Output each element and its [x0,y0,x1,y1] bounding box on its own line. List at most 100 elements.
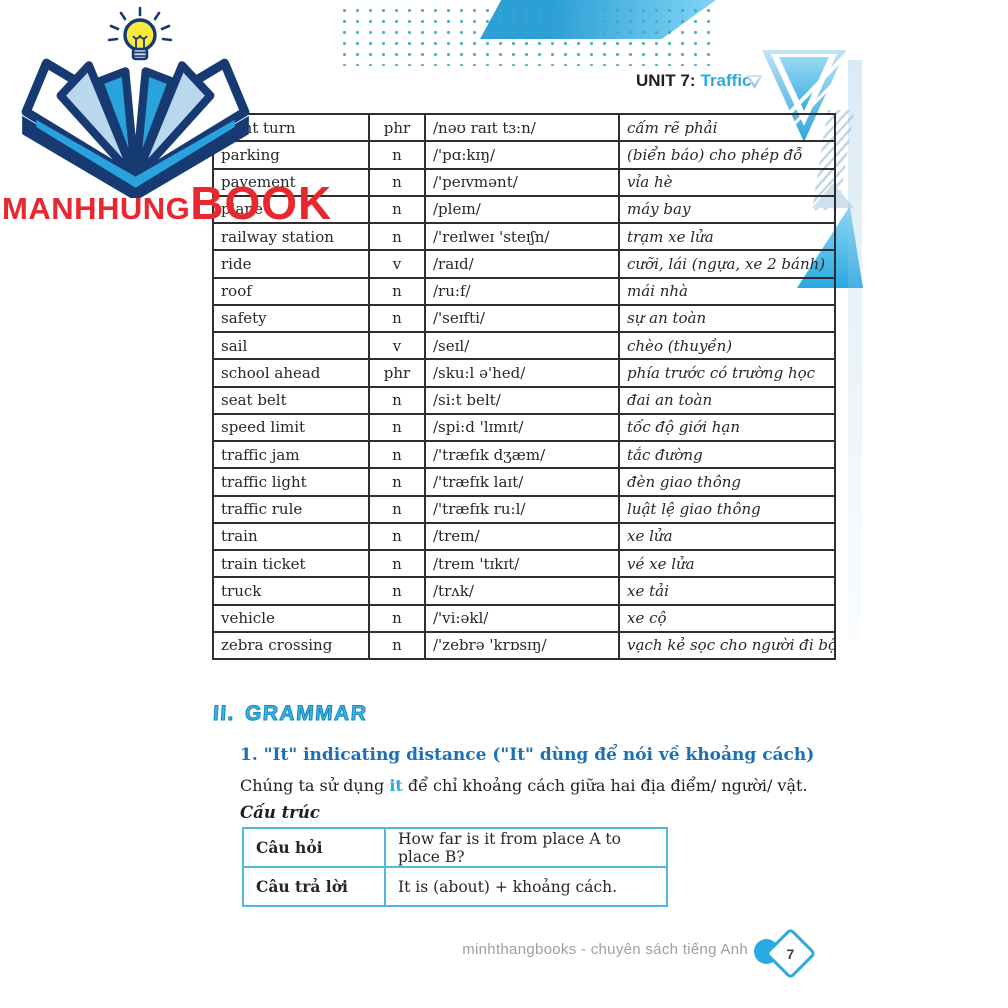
vocab-phonetic: /trʌk/ [424,576,620,606]
vocab-word: traffic rule [212,494,370,524]
vocab-phonetic: /'seɪfti/ [424,303,620,334]
vocab-phonetic: /treɪn 'tɪkɪt/ [424,548,620,579]
vocab-word: sail [212,330,370,361]
grammar-body-suffix: để chỉ khoảng cách giữa hai địa điểm/ ng… [402,776,808,795]
vocab-phonetic: /'træfɪk ru:l/ [424,494,620,524]
page-number-badge: 7 [764,927,817,980]
vocab-word: train [212,521,370,552]
vocab-row: parking n /'pɑ:kɪŋ/ (biển báo) cho phép … [212,140,836,170]
vocab-row: safety n /'seɪfti/ sự an toàn [212,303,836,334]
vocab-part-of-speech: n [368,467,426,497]
structure-table-body: Câu hỏi How far is it from place A to pl… [242,827,668,907]
vocab-row: speed limit n /spi:d 'lɪmɪt/ tốc độ giới… [212,412,836,443]
vocab-row: vehicle n /'vi:əkl/ xe cộ [212,603,836,633]
vocab-word: plane [212,194,370,225]
vocab-word: zebra crossing [212,630,370,661]
vocab-phonetic: /'reɪlweɪ 'steɪʃn/ [424,221,620,252]
vocab-phonetic: /pleɪn/ [424,194,620,225]
grammar-section-heading: II. GRAMMAR [212,702,369,726]
vocab-part-of-speech: n [368,385,426,415]
vocab-meaning: máy bay [618,194,836,225]
vocab-row: train ticket n /treɪn 'tɪkɪt/ vé xe lửa [212,548,836,579]
vocab-meaning: đèn giao thông [618,467,836,497]
vocab-phonetic: /'træfɪk laɪt/ [424,467,620,497]
structure-row: Câu trả lời It is (about) + khoảng cách. [242,866,668,907]
vocab-meaning: cấm rẽ phải [618,112,836,143]
vocab-meaning: xe tải [618,576,836,606]
unit-triangle-icon-inner [750,77,759,84]
vocab-row: truck n /trʌk/ xe tải [212,576,836,606]
vocab-table-body: right turn phr /nəʊ raɪt tɜ:n/ cấm rẽ ph… [212,112,836,661]
vocab-word: parking [212,140,370,170]
vocab-word: truck [212,576,370,606]
vocab-row: train n /treɪn/ xe lửa [212,521,836,552]
vocab-word: roof [212,276,370,306]
vocab-phonetic: /si:t belt/ [424,385,620,415]
grammar-body-text: Chúng ta sử dụng it để chỉ khoảng cách g… [240,776,808,795]
vocab-part-of-speech: n [368,412,426,443]
vocab-meaning: trạm xe lửa [618,221,836,252]
grammar-section-title: GRAMMAR [244,702,369,726]
vocab-meaning: luật lệ giao thông [618,494,836,524]
vocab-row: school ahead phr /sku:l ə'hed/ phía trướ… [212,358,836,388]
grammar-body-prefix: Chúng ta sử dụng [240,776,390,795]
vocab-part-of-speech: n [368,303,426,334]
vocab-word: train ticket [212,548,370,579]
vocab-phonetic: /'vi:əkl/ [424,603,620,633]
vocab-meaning: chèo (thuyền) [618,330,836,361]
vocab-part-of-speech: phr [368,358,426,388]
vocab-phonetic: /'zebrə 'krɒsɪŋ/ [424,630,620,661]
vocab-row: sail v /seɪl/ chèo (thuyền) [212,330,836,361]
vocab-row: zebra crossing n /'zebrə 'krɒsɪŋ/ vạch k… [212,630,836,661]
vocab-row: right turn phr /nəʊ raɪt tɜ:n/ cấm rẽ ph… [212,112,836,143]
vocab-phonetic: /raɪd/ [424,249,620,279]
unit-label: UNIT 7: [636,71,696,90]
vocab-part-of-speech: n [368,439,426,470]
page-edge-shading [848,60,862,640]
grammar-section-number: II. [212,702,237,726]
vocab-phonetic: /sku:l ə'hed/ [424,358,620,388]
vocab-row: seat belt n /si:t belt/ đai an toàn [212,385,836,415]
vocab-meaning: tốc độ giới hạn [618,412,836,443]
brand-name-part1: MANHHUNG [2,191,191,226]
structure-row-label: Câu trả lời [242,866,386,907]
vocab-row: railway station n /'reɪlweɪ 'steɪʃn/ trạ… [212,221,836,252]
brand-name-part2: BOOK [190,177,333,229]
vocab-meaning: xe lửa [618,521,836,552]
vocab-meaning: vé xe lửa [618,548,836,579]
publisher-logo-watermark: MANHHUNG BOOK [0,4,331,229]
vocab-phonetic: /'peɪvmənt/ [424,167,620,197]
structure-row: Câu hỏi How far is it from place A to pl… [242,827,668,868]
vocab-part-of-speech: n [368,221,426,252]
vocab-row: traffic jam n /'træfɪk dʒæm/ tắc đường [212,439,836,470]
vocab-word: speed limit [212,412,370,443]
unit-topic: Traffic [700,71,752,90]
vocab-phonetic: /spi:d 'lɪmɪt/ [424,412,620,443]
vocab-phonetic: /'pɑ:kɪŋ/ [424,140,620,170]
vocab-word: traffic light [212,467,370,497]
vocab-part-of-speech: n [368,494,426,524]
structure-row-value: It is (about) + khoảng cách. [384,866,668,907]
brand-name: MANHHUNG BOOK [2,176,332,230]
vocab-word: safety [212,303,370,334]
vocab-row: roof n /ru:f/ mái nhà [212,276,836,306]
vocab-word: ride [212,249,370,279]
vocab-phonetic: /ru:f/ [424,276,620,306]
vocab-part-of-speech: n [368,521,426,552]
page-number: 7 [786,945,795,962]
structure-row-value: How far is it from place A to place B? [384,827,668,868]
vocab-meaning: vạch kẻ sọc cho người đi bộ [618,630,836,661]
vocab-part-of-speech: n [368,576,426,606]
vocab-part-of-speech: n [368,630,426,661]
vocab-row: pavement n /'peɪvmənt/ vỉa hè [212,167,836,197]
vocab-part-of-speech: n [368,167,426,197]
vocab-meaning: tắc đường [618,439,836,470]
vocab-part-of-speech: n [368,603,426,633]
footer-text: minhthangbooks - chuyên sách tiếng Anh [462,941,748,958]
lightbulb-icon [107,6,173,61]
structure-label: Cấu trúc [240,803,320,822]
vocab-meaning: vỉa hè [618,167,836,197]
vocab-part-of-speech: n [368,276,426,306]
vocab-meaning: phía trước có trường học [618,358,836,388]
